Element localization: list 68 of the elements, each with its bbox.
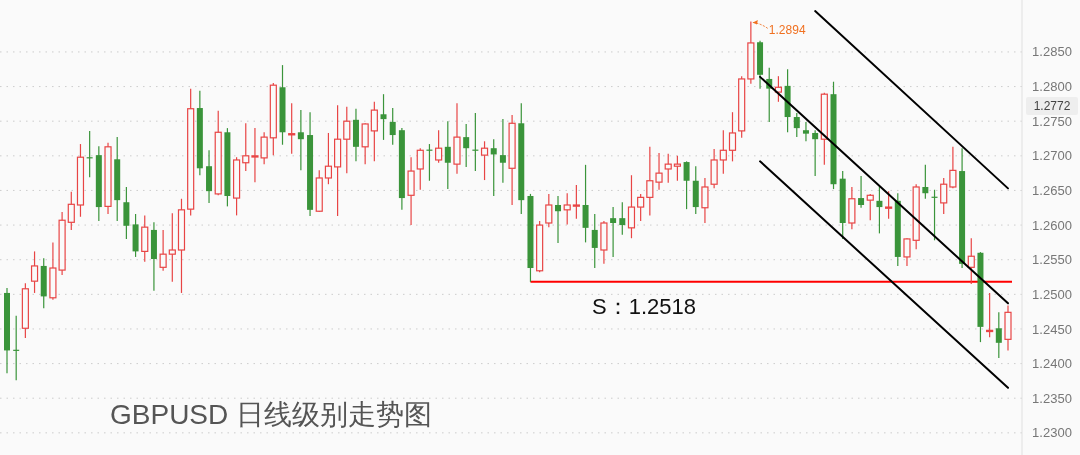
candlestick — [168, 212, 176, 283]
candlestick — [123, 186, 130, 240]
candlestick — [664, 153, 672, 184]
annotation: 1.2894 — [768, 23, 806, 38]
candlestick — [940, 177, 948, 215]
candlestick — [444, 120, 451, 190]
candlestick — [949, 146, 957, 189]
y-tick-label: 1.2700 — [1032, 148, 1072, 164]
y-tick-label: 1.2550 — [1032, 252, 1072, 268]
candlestick — [619, 201, 626, 236]
text: 1.2772 — [1033, 99, 1071, 114]
candlestick — [361, 122, 369, 165]
candlestick — [30, 250, 39, 294]
y-tick-label: 1.2800 — [1032, 79, 1072, 95]
y-tick-label: 1.2650 — [1032, 183, 1072, 198]
y-tick-label: 1.2450 — [1032, 321, 1072, 337]
candlestick — [637, 193, 645, 222]
y-tick-label: 1.2600 — [1032, 217, 1072, 233]
candlestick — [67, 191, 75, 231]
candlestick — [389, 107, 396, 146]
candlestick — [370, 101, 378, 162]
text: GBPUSD 日线级别走势图 — [110, 399, 433, 430]
candlestick — [793, 112, 800, 138]
candlestick — [802, 121, 809, 142]
candlestick — [324, 132, 333, 185]
y-tick-label: 1.2750 — [1032, 113, 1072, 129]
y-tick-label: 1.2400 — [1032, 356, 1072, 372]
candlestick — [591, 213, 598, 269]
candlestick — [582, 164, 589, 243]
candlestick — [903, 237, 911, 267]
candlestick — [885, 190, 893, 220]
candlestick — [701, 177, 709, 224]
candlestick — [812, 129, 819, 177]
candlestick — [858, 175, 865, 209]
y-tick-label: 1.2500 — [1032, 286, 1072, 302]
candlestick — [435, 129, 443, 164]
candlestick — [545, 193, 553, 228]
candlestick — [719, 129, 727, 175]
candlestick — [683, 160, 690, 210]
candlestick — [572, 184, 580, 220]
candlestick — [297, 109, 304, 171]
ref-line-label: S：1.2518 — [592, 293, 696, 319]
candlestick — [463, 123, 470, 168]
candlestick — [655, 152, 663, 191]
y-tick-label: 1.2850 — [1032, 44, 1072, 60]
candlestick — [627, 174, 636, 239]
candlestick — [866, 193, 874, 221]
candlestick — [288, 102, 296, 155]
candlestick — [563, 192, 571, 225]
candlestick — [555, 195, 562, 244]
candlestick — [499, 118, 506, 184]
candlestick — [416, 147, 424, 191]
candlestick — [343, 106, 351, 174]
y-tick-label: 1.2350 — [1032, 390, 1072, 406]
candlestick — [490, 138, 497, 197]
y-tick-label: 1.2300 — [1032, 425, 1072, 441]
candlestick — [480, 140, 489, 181]
candlestick — [610, 206, 617, 258]
candlestick — [922, 164, 929, 200]
candlestick — [876, 185, 883, 234]
candlestick — [673, 155, 681, 182]
candlestick — [728, 111, 737, 162]
candlestick — [995, 311, 1002, 359]
candlestick — [380, 93, 387, 141]
candlestick — [646, 146, 654, 216]
candlestick — [159, 229, 167, 272]
candlestick — [242, 122, 250, 172]
candlestick — [967, 237, 975, 285]
